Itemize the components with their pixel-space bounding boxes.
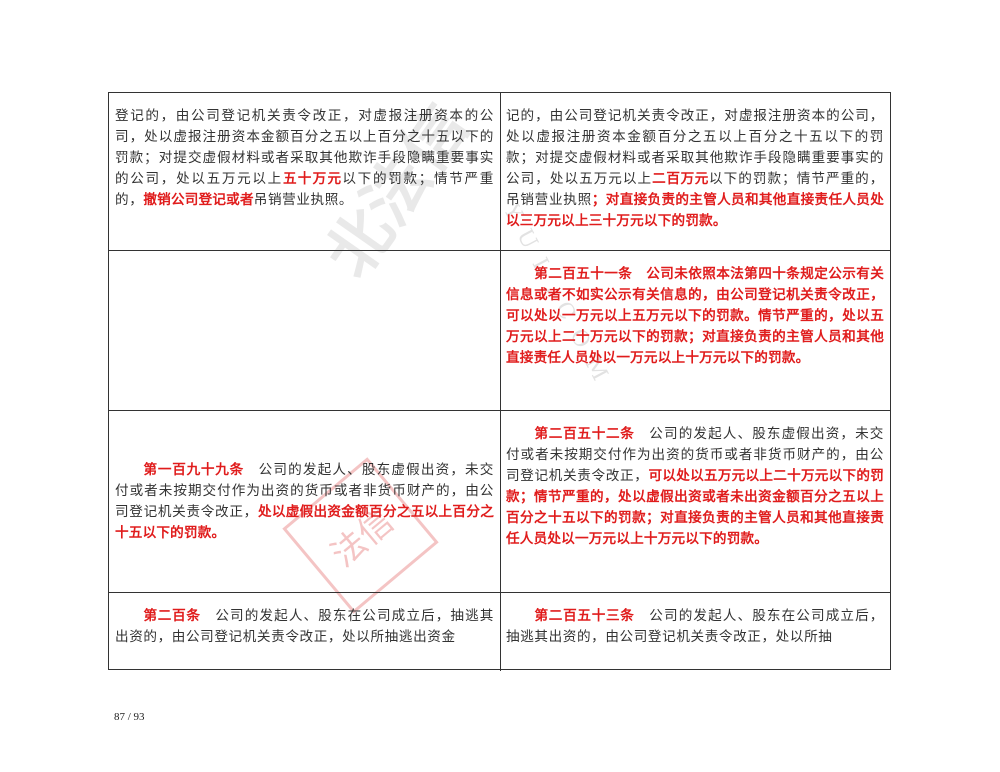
article-text: 第二百五十二条 公司的发起人、股东虚假出资，未交付或者未按期交付作为出资的货币或… [506, 424, 884, 550]
table-row: 登记的，由公司登记机关责令改正，对虚报注册资本的公司，处以虚报注册资本金额百分之… [109, 93, 890, 251]
article-text: 第一百九十九条 公司的发起人、股东虚假出资，未交付或者未按期交付作为出资的货币或… [115, 460, 494, 544]
amended-text: 可以处以五万元以上二十万元以下的罚款；情节严重的，处以虚假出资或者未出资金额百分… [506, 468, 885, 547]
amended-text: 第二百五十一条 公司未依照本法第四十条规定公示有关信息或者不如实公示有关信息的，… [506, 266, 884, 366]
amended-text: ；对直接负责的主管人员和其他直接责任人员处以三万元以上三十万元以下的罚款。 [506, 192, 884, 229]
amended-text: 处以虚假出资金额百分之五以上百分之十五以下的罚款。 [115, 503, 495, 541]
text-segment: 登记的，由公司登记机关责令改正，对虚报注册资本的公司，处以虚报注册资本金额百分之… [115, 108, 494, 187]
old-law-cell: 第二百条 公司的发起人、股东在公司成立后，抽逃其出资的，由公司登记机关责令改正，… [109, 593, 501, 671]
text-segment: 记的，由公司登记机关责令改正，对虚报注册资本的公司，处以虚报注册资本金额百分之五… [506, 108, 884, 187]
table-row: 第一百九十九条 公司的发起人、股东虚假出资，未交付或者未按期交付作为出资的货币或… [109, 411, 890, 593]
new-law-cell: 第二百五十二条 公司的发起人、股东虚假出资，未交付或者未按期交付作为出资的货币或… [500, 411, 890, 592]
new-law-cell: 记的，由公司登记机关责令改正，对虚报注册资本的公司，处以虚报注册资本金额百分之五… [500, 93, 890, 250]
amended-text: 第二百条 [143, 608, 201, 624]
new-law-cell: 第二百五十一条 公司未依照本法第四十条规定公示有关信息或者不如实公示有关信息的，… [500, 251, 890, 410]
article-text: 登记的，由公司登记机关责令改正，对虚报注册资本的公司，处以虚报注册资本金额百分之… [115, 106, 494, 211]
table-row: 第二百五十一条 公司未依照本法第四十条规定公示有关信息或者不如实公示有关信息的，… [109, 251, 890, 411]
old-law-cell [109, 251, 501, 410]
comparison-table: 登记的，由公司登记机关责令改正，对虚报注册资本的公司，处以虚报注册资本金额百分之… [108, 92, 891, 671]
article-text: 记的，由公司登记机关责令改正，对虚报注册资本的公司，处以虚报注册资本金额百分之五… [506, 106, 884, 232]
amended-text: 撤销公司登记或者 [143, 192, 254, 208]
amended-text: 二百万元 [652, 171, 710, 187]
article-text: 第二百条 公司的发起人、股东在公司成立后，抽逃其出资的，由公司登记机关责令改正，… [115, 606, 494, 648]
new-law-cell: 第二百五十三条 公司的发起人、股东在公司成立后，抽逃其出资的，由公司登记机关责令… [500, 593, 890, 671]
text-segment: 公司的发起人、股东在公司成立后，抽逃其出资的，由公司登记机关责令改正，处以所抽 [506, 608, 884, 645]
text-segment: 公司的发起人、股东虚假出资，未交付或者未按期交付作为出资的货币或者非货币财产的，… [506, 426, 884, 484]
text-segment: 吊销营业执照。 [253, 192, 354, 208]
amended-text: 第二百五十三条 [534, 608, 635, 624]
text-segment: 公司的发起人、股东在公司成立后，抽逃其出资的，由公司登记机关责令改正，处以所抽逃… [115, 608, 494, 645]
old-law-cell: 第一百九十九条 公司的发起人、股东虚假出资，未交付或者未按期交付作为出资的货币或… [109, 411, 501, 592]
text-segment: 以下的罚款；情节严重的， [115, 171, 494, 208]
page-number: 87 / 93 [114, 711, 145, 723]
amended-text: 第二百五十二条 [534, 426, 635, 442]
article-text: 第二百五十一条 公司未依照本法第四十条规定公示有关信息或者不如实公示有关信息的，… [506, 264, 884, 369]
table-row: 第二百条 公司的发起人、股东在公司成立后，抽逃其出资的，由公司登记机关责令改正，… [109, 593, 890, 671]
text-segment: 公司的发起人、股东虚假出资，未交付或者未按期交付作为出资的货币或者非货币财产的，… [115, 461, 494, 520]
amended-text: 第一百九十九条 [143, 461, 244, 478]
amended-text: 五十万元 [282, 171, 343, 187]
text-segment: 以下的罚款；情节严重的，吊销营业执照 [506, 171, 884, 208]
old-law-cell: 登记的，由公司登记机关责令改正，对虚报注册资本的公司，处以虚报注册资本金额百分之… [109, 93, 501, 250]
article-text: 第二百五十三条 公司的发起人、股东在公司成立后，抽逃其出资的，由公司登记机关责令… [506, 606, 884, 648]
